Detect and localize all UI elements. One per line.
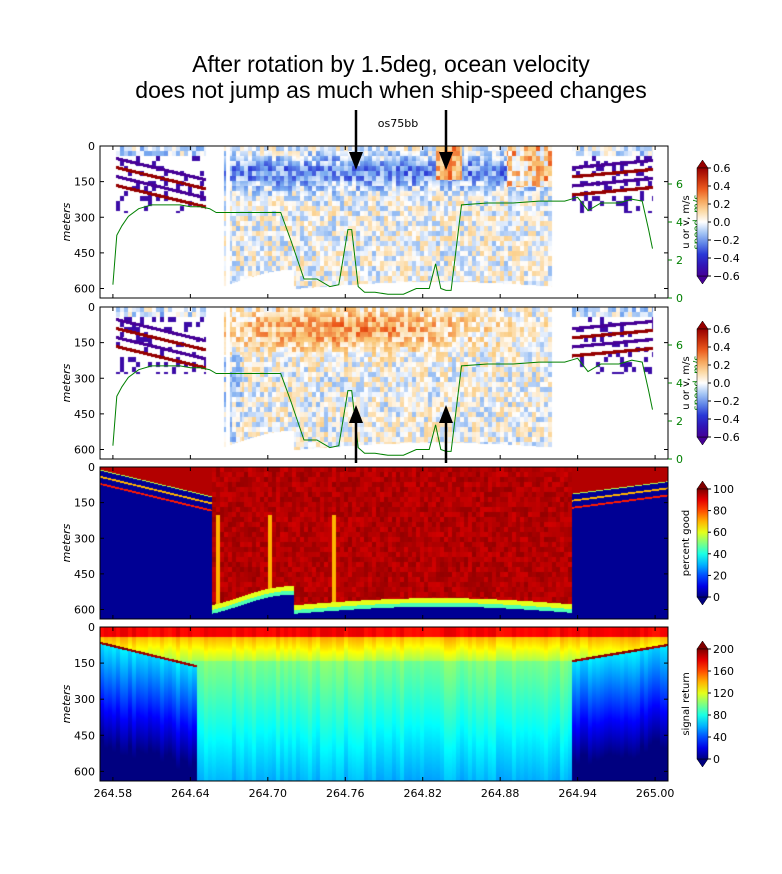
colorbar-extend-bottom: [696, 758, 709, 768]
colorbar-extend-bottom: [696, 275, 709, 285]
colorbar-tick-label: 0.6: [713, 162, 731, 175]
speed-tick-label: 4: [676, 377, 683, 390]
colorbar-label: signal return: [681, 672, 692, 735]
colorbar-tick-label: 0.6: [713, 323, 731, 336]
y-axis-label: meters: [60, 363, 73, 402]
colorbar-tick-label: 40: [713, 548, 727, 561]
colorbar-tick-label: 20: [713, 569, 727, 582]
ship-speed-line: [112, 357, 653, 456]
colorbar: [696, 488, 709, 598]
speed-tick-label: 6: [676, 339, 683, 352]
colorbar-tick-label: 200: [713, 643, 734, 656]
colorbar-tick-label: 160: [713, 665, 734, 678]
colorbar-tick-label: −0.4: [713, 252, 740, 265]
colorbar-tick-label: 0.0: [713, 377, 731, 390]
colorbar-tick-label: 0.2: [713, 359, 731, 372]
colorbar-extend-top: [696, 640, 709, 650]
colorbar-tick-label: 120: [713, 687, 734, 700]
colorbar-tick-label: 100: [713, 483, 734, 496]
x-tick-label: 264.76: [326, 787, 365, 800]
colorbar-tick-label: 40: [713, 731, 727, 744]
colorbar-tick-label: −0.2: [713, 395, 740, 408]
y-axis-label: meters: [60, 202, 73, 241]
colorbar: [696, 167, 709, 277]
colorbar: [696, 328, 709, 438]
colorbar-tick-label: 0: [713, 753, 720, 766]
panel-title: os75bb: [378, 117, 418, 130]
colorbar-tick-label: 0: [713, 591, 720, 604]
speed-tick-label: 4: [676, 216, 683, 229]
y-tick-label: 600: [74, 604, 95, 617]
x-tick-label: 264.82: [403, 787, 442, 800]
x-tick-label: 265.00: [636, 787, 675, 800]
speed-tick-label: 2: [676, 415, 683, 428]
y-tick-label: 150: [74, 497, 95, 510]
y-tick-label: 150: [74, 657, 95, 670]
colorbar-extend-top: [696, 480, 709, 490]
colorbar-tick-label: −0.6: [713, 270, 740, 283]
colorbar-tick-label: 0.0: [713, 216, 731, 229]
colorbar-label: percent good: [681, 510, 692, 576]
y-tick-label: 600: [74, 283, 95, 296]
colorbar-tick-label: 0.2: [713, 198, 731, 211]
y-tick-label: 300: [74, 693, 95, 706]
colorbar-tick-label: 80: [713, 709, 727, 722]
colorbar-tick-label: −0.4: [713, 413, 740, 426]
y-tick-label: 0: [88, 140, 95, 153]
speed-tick-label: 2: [676, 254, 683, 267]
y-tick-label: 450: [74, 247, 95, 260]
x-tick-label: 264.58: [94, 787, 133, 800]
colorbar-tick-label: 80: [713, 505, 727, 518]
y-tick-label: 0: [88, 461, 95, 474]
x-tick-label: 264.64: [171, 787, 210, 800]
y-tick-label: 450: [74, 729, 95, 742]
colorbar-label: u or v, m/s: [681, 356, 692, 410]
y-tick-label: 300: [74, 211, 95, 224]
annotation-arrow-up-2-head: [439, 405, 453, 423]
x-tick-label: 264.88: [481, 787, 520, 800]
speed-tick-label: 0: [676, 292, 683, 305]
speed-tick-label: 0: [676, 453, 683, 466]
y-axis-label: meters: [60, 684, 73, 723]
y-tick-label: 450: [74, 568, 95, 581]
colorbar-tick-label: 0.4: [713, 341, 731, 354]
x-tick-label: 264.70: [249, 787, 288, 800]
x-tick-label: 264.94: [558, 787, 597, 800]
heatmap-image-2: [100, 307, 668, 459]
heatmap-image-4: [100, 627, 668, 781]
colorbar: [696, 648, 709, 760]
headline-line-1: After rotation by 1.5deg, ocean velocity: [192, 51, 590, 77]
plot-frame: [99, 466, 669, 620]
colorbar-extend-top: [696, 159, 709, 169]
heatmap-image-1: [100, 146, 668, 298]
annotation-arrow-down-2-head: [439, 152, 453, 170]
colorbar-label: u or v, m/s: [681, 195, 692, 249]
colorbar-extend-bottom: [696, 596, 709, 606]
headline-line-2: does not jump as much when ship-speed ch…: [135, 77, 647, 103]
ship-speed-line: [112, 196, 653, 295]
y-tick-label: 450: [74, 408, 95, 421]
y-tick-label: 0: [88, 621, 95, 634]
heatmap-image-3: [100, 467, 668, 619]
y-tick-label: 600: [74, 765, 95, 778]
y-axis-label: meters: [60, 523, 73, 562]
speed-tick-label: 6: [676, 178, 683, 191]
colorbar-extend-top: [696, 320, 709, 330]
colorbar-tick-label: 60: [713, 526, 727, 539]
colorbar-tick-label: 0.4: [713, 180, 731, 193]
y-tick-label: 300: [74, 532, 95, 545]
annotation-arrow-up-1-head: [349, 405, 363, 423]
y-tick-label: 600: [74, 444, 95, 457]
y-tick-label: 300: [74, 372, 95, 385]
colorbar-tick-label: −0.2: [713, 234, 740, 247]
annotation-arrow-down-1-head: [349, 152, 363, 170]
y-tick-label: 150: [74, 337, 95, 350]
colorbar-tick-label: −0.6: [713, 431, 740, 444]
colorbar-extend-bottom: [696, 436, 709, 446]
plot-frame: [99, 626, 669, 782]
y-tick-label: 0: [88, 301, 95, 314]
y-tick-label: 150: [74, 176, 95, 189]
